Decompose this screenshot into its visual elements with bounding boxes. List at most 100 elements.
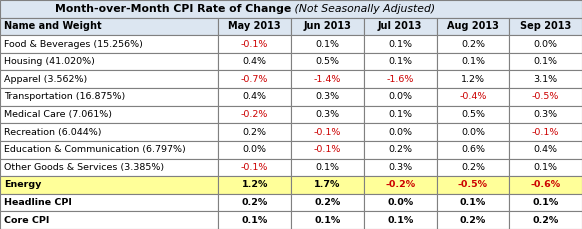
Text: 0.5%: 0.5% <box>315 57 339 66</box>
Bar <box>218 35 291 53</box>
Text: 0.1%: 0.1% <box>388 57 412 66</box>
Bar <box>364 141 436 158</box>
Text: -0.2%: -0.2% <box>241 110 268 119</box>
Text: 1.2%: 1.2% <box>242 180 268 189</box>
Bar <box>0 53 218 71</box>
Text: 0.1%: 0.1% <box>460 198 486 207</box>
Bar <box>436 141 509 158</box>
Bar <box>218 106 291 123</box>
Bar <box>509 158 582 176</box>
Text: -0.1%: -0.1% <box>314 128 341 137</box>
Bar <box>0 158 218 176</box>
Text: May 2013: May 2013 <box>228 22 281 31</box>
Bar <box>218 71 291 88</box>
Bar <box>291 53 364 71</box>
Bar <box>436 35 509 53</box>
Text: Apparel (3.562%): Apparel (3.562%) <box>4 75 87 84</box>
Bar <box>291 158 364 176</box>
Bar <box>436 71 509 88</box>
Bar <box>0 88 218 106</box>
Text: -0.6%: -0.6% <box>531 180 560 189</box>
Text: Jun 2013: Jun 2013 <box>303 22 352 31</box>
Bar <box>509 71 582 88</box>
Bar <box>509 35 582 53</box>
Bar <box>0 211 218 229</box>
Text: 1.7%: 1.7% <box>314 180 340 189</box>
Text: 0.1%: 0.1% <box>315 40 339 49</box>
Bar <box>436 123 509 141</box>
Text: 0.0%: 0.0% <box>461 128 485 137</box>
Text: 0.1%: 0.1% <box>387 216 413 225</box>
Text: 0.1%: 0.1% <box>461 57 485 66</box>
Text: 0.0%: 0.0% <box>387 198 413 207</box>
Text: -0.1%: -0.1% <box>241 40 268 49</box>
Text: -0.1%: -0.1% <box>314 145 341 154</box>
Text: Jul 2013: Jul 2013 <box>378 22 423 31</box>
Bar <box>509 53 582 71</box>
Text: 0.4%: 0.4% <box>243 92 267 101</box>
Text: -0.5%: -0.5% <box>532 92 559 101</box>
Text: -0.4%: -0.4% <box>459 92 487 101</box>
Bar <box>364 106 436 123</box>
Text: Food & Beverages (15.256%): Food & Beverages (15.256%) <box>4 40 143 49</box>
Text: 0.1%: 0.1% <box>534 163 558 172</box>
Bar <box>364 123 436 141</box>
Text: 0.1%: 0.1% <box>242 216 268 225</box>
Text: Aug 2013: Aug 2013 <box>447 22 499 31</box>
Text: 0.2%: 0.2% <box>461 40 485 49</box>
Text: -0.5%: -0.5% <box>458 180 488 189</box>
Bar <box>436 176 509 194</box>
Bar <box>509 18 582 35</box>
Text: 0.1%: 0.1% <box>315 163 339 172</box>
Bar <box>291 88 364 106</box>
Text: Headline CPI: Headline CPI <box>4 198 72 207</box>
Bar <box>0 18 218 35</box>
Bar <box>364 211 436 229</box>
Text: 0.0%: 0.0% <box>534 40 558 49</box>
Text: -0.1%: -0.1% <box>241 163 268 172</box>
Text: 0.4%: 0.4% <box>534 145 558 154</box>
Bar <box>0 123 218 141</box>
Bar <box>436 158 509 176</box>
Bar <box>436 106 509 123</box>
Text: -0.7%: -0.7% <box>241 75 268 84</box>
Bar <box>218 158 291 176</box>
Text: -1.4%: -1.4% <box>314 75 341 84</box>
Text: 0.2%: 0.2% <box>533 216 559 225</box>
Text: 0.2%: 0.2% <box>461 163 485 172</box>
Text: 0.2%: 0.2% <box>388 145 412 154</box>
Text: 0.1%: 0.1% <box>533 198 559 207</box>
Text: Recreation (6.044%): Recreation (6.044%) <box>4 128 101 137</box>
Bar <box>218 88 291 106</box>
Text: 0.2%: 0.2% <box>243 128 267 137</box>
Bar <box>291 18 364 35</box>
Bar <box>291 211 364 229</box>
Text: 1.2%: 1.2% <box>461 75 485 84</box>
Bar <box>0 141 218 158</box>
Text: 0.2%: 0.2% <box>460 216 486 225</box>
Bar <box>364 35 436 53</box>
Text: 0.3%: 0.3% <box>388 163 412 172</box>
Bar <box>291 35 364 53</box>
Text: Transportation (16.875%): Transportation (16.875%) <box>4 92 125 101</box>
Text: -0.2%: -0.2% <box>385 180 415 189</box>
Bar <box>436 53 509 71</box>
Text: Other Goods & Services (3.385%): Other Goods & Services (3.385%) <box>4 163 164 172</box>
Bar <box>436 18 509 35</box>
Text: (Not Seasonally Adjusted): (Not Seasonally Adjusted) <box>291 4 435 14</box>
Bar <box>509 123 582 141</box>
Bar <box>291 141 364 158</box>
Bar <box>291 71 364 88</box>
Bar <box>291 194 364 211</box>
Bar <box>218 123 291 141</box>
Text: 0.0%: 0.0% <box>243 145 267 154</box>
Bar <box>0 194 218 211</box>
Text: Housing (41.020%): Housing (41.020%) <box>4 57 95 66</box>
Bar <box>509 106 582 123</box>
Text: 0.6%: 0.6% <box>461 145 485 154</box>
Bar <box>364 158 436 176</box>
Text: 0.1%: 0.1% <box>314 216 340 225</box>
Bar <box>364 18 436 35</box>
Bar <box>0 35 218 53</box>
Bar <box>0 0 582 18</box>
